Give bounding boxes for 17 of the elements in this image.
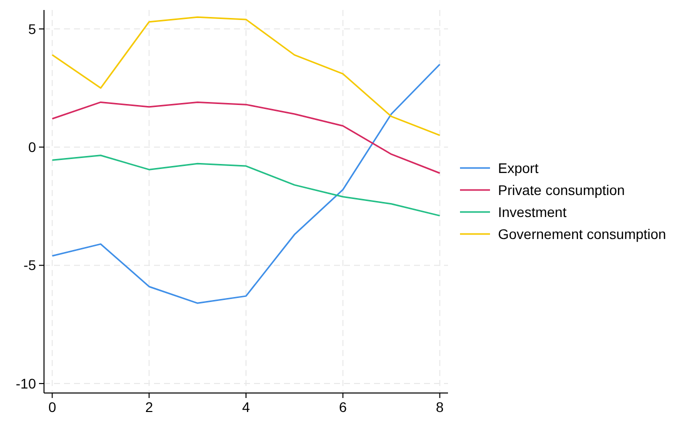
y-tick-label: 0 bbox=[28, 139, 36, 156]
y-tick-label: 5 bbox=[28, 20, 36, 37]
legend-label: Export bbox=[498, 160, 539, 176]
line-series bbox=[51, 16, 441, 136]
y-tick-label: -10 bbox=[16, 375, 36, 392]
x-tick-label: 4 bbox=[242, 399, 250, 415]
legend-label: Private consumption bbox=[498, 182, 625, 198]
x-tick-label: 8 bbox=[436, 399, 444, 415]
line-series bbox=[51, 154, 441, 216]
legend-label: Investment bbox=[498, 204, 567, 220]
y-tick-label: -5 bbox=[24, 257, 36, 274]
x-tick-label: 6 bbox=[338, 399, 347, 415]
line-series bbox=[51, 101, 441, 174]
line-series bbox=[51, 64, 441, 304]
x-tick-label: 2 bbox=[145, 399, 154, 415]
x-tick-label: 0 bbox=[48, 399, 56, 415]
legend-label: Governement consumption bbox=[498, 226, 666, 242]
